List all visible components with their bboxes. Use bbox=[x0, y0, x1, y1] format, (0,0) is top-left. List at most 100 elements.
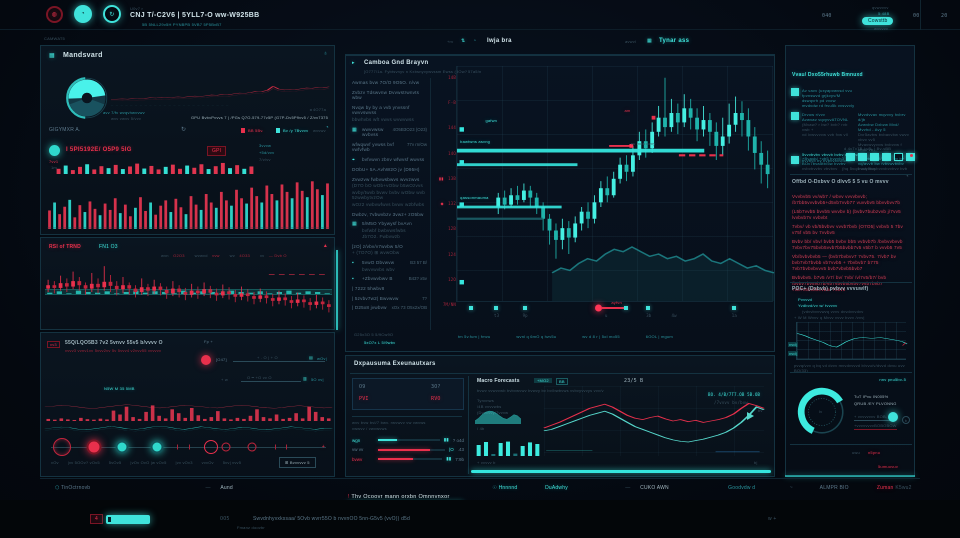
forecast-slider-row[interactable]: bvwv ▮▮ 7:9b bbox=[352, 456, 464, 462]
sidebar-row[interactable]: Zvbzv Tdswvnw Dvvwstrwnvts wbw bbox=[349, 88, 430, 103]
event-marker[interactable]: ayfvn bbox=[611, 300, 622, 305]
slider-value-blocks: ▮▮ bbox=[443, 437, 449, 442]
footer-group-label[interactable]: tm 5v.fum | fmvu bbox=[458, 334, 491, 339]
gauge-circle-button[interactable]: b bbox=[902, 416, 910, 424]
gauge-toggle-dot[interactable] bbox=[888, 412, 898, 422]
day-square-button[interactable] bbox=[906, 153, 915, 161]
timeline-node-teal-1[interactable] bbox=[115, 440, 129, 454]
footer-group-label[interactable]: 6OOL | mgum bbox=[645, 334, 673, 339]
sidebar-row[interactable]: ▦ wwvvwsw wvbvss 4O5B3O23 (O23) bbox=[349, 125, 430, 140]
footer-item[interactable]: CUKO AWN bbox=[640, 485, 669, 491]
event-marker[interactable] bbox=[595, 304, 603, 311]
forecast-slider-row[interactable]: wgn ▮▮ ? o4d bbox=[352, 437, 464, 443]
alert-badge[interactable]: 4 bbox=[90, 514, 103, 524]
sidebar-row[interactable]: ⌖ bvfvwvn zbnv wfwvsf wwvss bbox=[349, 155, 430, 165]
slider-track[interactable] bbox=[378, 458, 443, 460]
panel-menu-icon[interactable]: ♁ bbox=[323, 51, 328, 57]
macro-badge[interactable]: +MO2 bbox=[534, 378, 552, 383]
slider2-track[interactable] bbox=[241, 381, 301, 382]
sidebar-row[interactable]: | D25x8 jvwbvw xOx 73 O5x2x/OB bbox=[349, 303, 430, 313]
expand-circle-icon[interactable]: ◔ bbox=[905, 174, 909, 180]
slider-track[interactable] bbox=[378, 448, 445, 451]
event-marker[interactable] bbox=[601, 306, 628, 309]
grid-tool-icon[interactable]: ▦ bbox=[647, 38, 652, 44]
toolbar-right-label[interactable]: Tynar ass bbox=[659, 38, 690, 44]
footer-item[interactable]: ~ bbox=[790, 485, 793, 491]
updown-icon[interactable]: ⇅ bbox=[461, 38, 466, 44]
macro-lines-chart[interactable] bbox=[543, 386, 765, 456]
day-square-button[interactable] bbox=[846, 153, 855, 161]
logo-icon-cyan-ring[interactable]: ↻ bbox=[103, 5, 121, 23]
sidebar-row[interactable]: | 5zvbv7w2| Bwvwvw 7? bbox=[349, 294, 430, 304]
event-marker[interactable] bbox=[522, 305, 527, 310]
footer-item[interactable]: Zuman bbox=[877, 485, 894, 491]
corner-icon: ▸ bbox=[352, 60, 355, 66]
timeline-node-red[interactable] bbox=[86, 439, 102, 455]
footer-group-label[interactable]: wvnl q 6mO q hzv5u bbox=[516, 334, 557, 339]
legend-cyan[interactable]: Bv /y 7Bvvvv bbox=[276, 128, 308, 133]
sidebar-row[interactable]: [zO] z/vbv/v7wvbw 5/O + (7O7O) ⊞ wvwObw bbox=[349, 242, 430, 258]
timeline-node-outline-3[interactable] bbox=[247, 442, 257, 452]
logo-icon-cyan-filled[interactable]: ◔ bbox=[74, 5, 92, 23]
footer-item[interactable]: DuAdwhy bbox=[545, 485, 568, 491]
footer-item[interactable]: Aund bbox=[220, 485, 232, 491]
footer-group-label[interactable]: wv d 8 r | 5ol mo55 bbox=[582, 334, 620, 339]
timeline-node-outline-2[interactable] bbox=[221, 442, 231, 452]
sidebar-row[interactable]: DObU+ 5A.AvhW2O jv (D95H) bbox=[349, 165, 430, 175]
logo-icon-red[interactable]: ◍ bbox=[46, 6, 63, 23]
day-square-button[interactable] bbox=[894, 153, 903, 161]
footer-item[interactable]: Goodvdw d bbox=[728, 485, 755, 491]
sidebar-row[interactable]: ▪ 5vwO Dbvwvw bwvvwvbs wbv B3 57 B/ bbox=[349, 258, 430, 274]
sidebar-row[interactable]: | 7222 5hwbv8 bbox=[349, 284, 430, 294]
macro-badge-2[interactable]: BB bbox=[556, 378, 568, 385]
day-square-button[interactable] bbox=[870, 153, 879, 161]
candlestick-chart[interactable]: gafwn bawtwns asvng qassonmauma am nv mn… bbox=[456, 66, 775, 301]
event-marker[interactable] bbox=[468, 305, 473, 310]
circle-tool-icon[interactable]: ◔ bbox=[473, 38, 477, 44]
event-marker[interactable] bbox=[646, 305, 651, 310]
footer-item[interactable]: ☉ Hnnnnd bbox=[492, 485, 517, 491]
legend-red[interactable]: BB 5Bv. bbox=[241, 128, 264, 133]
signals-button[interactable]: ⊞ Bvvvvvv 5 bbox=[279, 457, 316, 468]
sidebar-row[interactable]: wfwqwvf yvwss bvf vwfvfwb 77v rn/Ow bbox=[349, 140, 430, 155]
timeline-node-teal-2[interactable] bbox=[150, 440, 164, 454]
alert-dot[interactable] bbox=[201, 355, 211, 365]
intel-row[interactable]: +Bvavb/ +vb5 bvvvb3 BOv7bva5tb/5w bvvbv … bbox=[791, 156, 911, 171]
sidebar-row[interactable]: Dwbzv, 7vbwvbzv 3vwz+ zO5bw bbox=[349, 210, 430, 220]
toolbar-left-label[interactable]: Iwja bra bbox=[487, 38, 512, 44]
intel-row[interactable]: Drvow r/vvv Avwvav vqvyvvATOVNL (Mvaw? r… bbox=[791, 112, 911, 152]
day-square-button[interactable] bbox=[858, 153, 867, 161]
ticker-more[interactable]: w + bbox=[768, 516, 777, 522]
signal-badge[interactable]: GPI bbox=[207, 146, 227, 156]
gauge-text-2: QRUB /EY PLVONNG bbox=[854, 401, 897, 406]
intel-row[interactable]: Av vavv (uxyapvwvsd vvu fpvnswvd grjkvyv… bbox=[791, 88, 911, 108]
sidebar-row[interactable]: Awmas bvw 7O/O 9O5O. n/vw bbox=[349, 78, 430, 88]
sidebar-footer-2[interactable]: 5xO7x L 5/9wbv bbox=[364, 340, 396, 345]
footer-item[interactable]: K5wu2 bbox=[895, 485, 911, 491]
slider1-track[interactable] bbox=[233, 361, 325, 362]
event-marker[interactable] bbox=[494, 305, 499, 310]
battery-icon[interactable]: ▥ bbox=[303, 376, 307, 381]
footer-item[interactable]: ALMPR BIO bbox=[820, 485, 849, 491]
sidebar-row[interactable]: Nvqw by by a vvb ynvssnf vwvvswvss bbwhv… bbox=[349, 103, 430, 125]
refresh-icon[interactable]: ↻ bbox=[181, 127, 187, 133]
sidebar-row[interactable]: Zvwzvw fwbvwsbwvs wvvzwvs (D7O bO wOb+vO… bbox=[349, 175, 430, 210]
footer-item[interactable]: ⬡ TinOctrnovb bbox=[55, 485, 90, 491]
day-square-button[interactable] bbox=[882, 153, 891, 161]
timeline-plus[interactable]: + bbox=[321, 444, 325, 450]
clock-icon[interactable]: ◔ bbox=[325, 125, 329, 131]
connect-pill-button[interactable]: Cowsttb bbox=[862, 17, 894, 25]
timeline-node-outline-1[interactable] bbox=[204, 440, 219, 454]
alert-triangle-icon[interactable]: ▲ bbox=[322, 243, 328, 249]
event-marker[interactable] bbox=[624, 305, 628, 310]
folder-icon[interactable]: ▤ bbox=[309, 355, 313, 360]
forecast-slider-row[interactable]: vw vv (O .43 bbox=[352, 447, 464, 452]
slider-track[interactable] bbox=[378, 439, 440, 441]
footer-item[interactable]: — bbox=[625, 485, 630, 491]
footer-item[interactable]: — bbox=[205, 485, 210, 491]
sidebar-row[interactable]: ▦ 5/M5O Ybywysf bvAvn bvfwbf bwbvwsfwbs … bbox=[349, 219, 430, 242]
rsi-candle-chart[interactable] bbox=[45, 258, 332, 326]
event-marker[interactable] bbox=[731, 305, 736, 310]
timeline-node-crosshair[interactable] bbox=[53, 438, 72, 456]
sidebar-row[interactable]: ▪ +Zbvwvbwv B B43? x5v bbox=[349, 274, 430, 284]
